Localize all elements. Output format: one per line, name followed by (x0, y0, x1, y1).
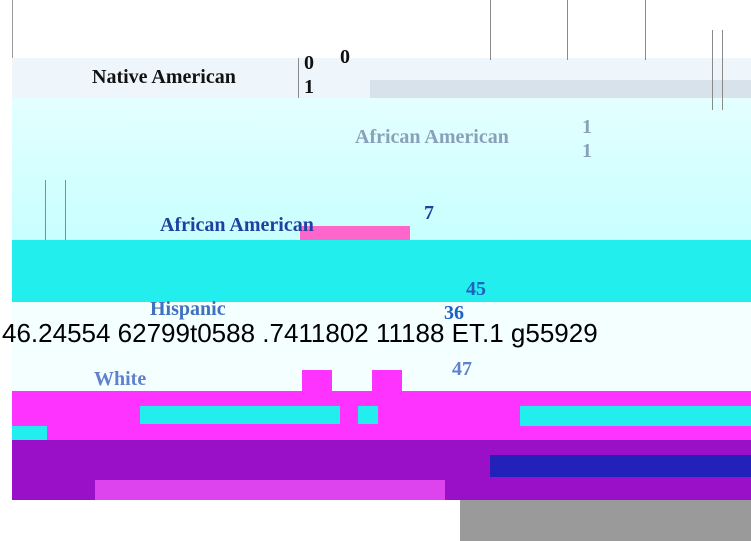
value: 7 (424, 202, 434, 225)
cyan-band (12, 98, 751, 240)
gray-band (460, 500, 751, 541)
row-label: African American (355, 126, 509, 149)
value: 1 (582, 140, 592, 163)
grid-line (490, 0, 491, 60)
grid-line (712, 30, 713, 110)
value: 1 (582, 116, 592, 139)
value: 0 (340, 46, 350, 69)
cyan-block (520, 406, 751, 426)
magenta-strip (95, 480, 445, 500)
row-band (370, 80, 751, 98)
value: 0 (304, 52, 314, 75)
cyan-block (12, 426, 47, 440)
value: 47 (452, 358, 472, 381)
grid-line (65, 180, 66, 240)
row-label: White (94, 368, 146, 391)
grid-line (645, 0, 646, 60)
corrupted-text: 46.24554 62799t0588 .7411802 11188 ET.1 … (2, 318, 598, 349)
cyan-block (358, 406, 378, 424)
cyan-block (140, 406, 340, 424)
row-label: African American (160, 214, 314, 237)
cyan-band (12, 240, 751, 302)
blue-block (490, 455, 751, 477)
grid-line (45, 180, 46, 240)
row-label: Native American (92, 66, 236, 89)
grid-line (722, 30, 723, 110)
value: 1 (304, 76, 314, 99)
pink-strip (300, 226, 410, 240)
top-band (12, 0, 751, 58)
grid-line (567, 0, 568, 60)
screenshot: 0 Native American 0 1 African American 1… (0, 0, 751, 541)
grid-line (298, 58, 299, 98)
value: 45 (466, 278, 486, 301)
